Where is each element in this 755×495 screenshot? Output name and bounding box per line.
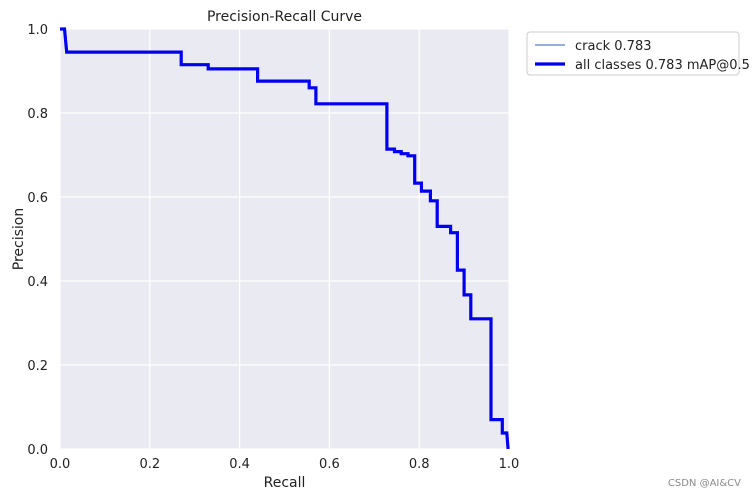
x-tick-label: 0.6 — [319, 457, 340, 472]
y-tick-label: 0.8 — [27, 107, 48, 122]
y-tick-label: 1.0 — [27, 23, 48, 38]
legend: crack 0.783 all classes 0.783 mAP@0.5 — [526, 31, 750, 76]
x-tick-label: 0.8 — [409, 457, 430, 472]
tick-labels: 0.0 0.2 0.4 0.6 0.8 1.0 0.0 0.2 0.4 0.6 0.8 1.0 — [27, 23, 519, 472]
legend-entry-crack: crack 0.783 — [575, 39, 651, 54]
watermark: CSDN @AI&CV — [667, 478, 741, 489]
y-axis-label: Precision — [11, 208, 27, 270]
series-line-1 — [60, 27, 510, 450]
y-tick-label: 0.0 — [27, 443, 48, 458]
x-tick-label: 0.0 — [50, 457, 71, 472]
plot-area — [60, 29, 509, 449]
x-axis-label: Recall — [264, 475, 306, 491]
grid-lines — [59, 28, 510, 450]
x-tick-label: 1.0 — [499, 457, 520, 472]
y-tick-label: 0.6 — [27, 191, 48, 206]
chart-title: Precision-Recall Curve — [207, 9, 362, 25]
y-tick-label: 0.4 — [27, 275, 48, 290]
x-tick-label: 0.2 — [139, 457, 160, 472]
x-tick-label: 0.4 — [229, 457, 250, 472]
legend-entry-all-classes: all classes 0.783 mAP@0.5 — [575, 58, 750, 73]
series-lines — [60, 27, 510, 450]
y-tick-label: 0.2 — [27, 359, 48, 374]
legend-box — [526, 31, 740, 76]
